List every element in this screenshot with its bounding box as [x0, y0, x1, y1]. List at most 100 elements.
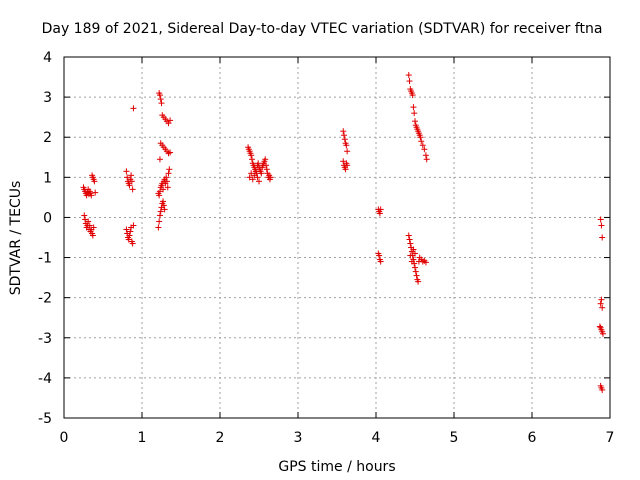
- data-point: [599, 234, 606, 241]
- data-point: [422, 152, 429, 159]
- data-point: [407, 252, 414, 259]
- data-point: [82, 216, 89, 223]
- data-point: [254, 174, 261, 181]
- data-point: [406, 236, 413, 243]
- data-point: [342, 166, 349, 173]
- data-point: [376, 252, 383, 259]
- data-point: [412, 118, 418, 125]
- chart-title: Day 189 of 2021, Sidereal Day-to-day VTE…: [42, 21, 603, 37]
- data-point: [251, 172, 258, 179]
- data-point: [156, 188, 163, 195]
- data-point: [598, 296, 605, 303]
- axis-ticks: 0 1 2 3 4 5 6 7 -5 -4 -3 -2 -1 0 1 2 3 4: [38, 50, 614, 446]
- data-point: [92, 189, 99, 196]
- data-point: [597, 216, 604, 223]
- x-tick-label: 7: [606, 430, 615, 446]
- data-point: [157, 208, 164, 215]
- data-point: [417, 134, 424, 141]
- data-point: [124, 174, 131, 181]
- data-point: [599, 304, 606, 311]
- data-point: [167, 117, 174, 124]
- data-point: [344, 162, 351, 169]
- data-point: [419, 142, 426, 149]
- data-point: [81, 212, 88, 219]
- y-axis-label: SDTVAR / TECUs: [8, 181, 24, 296]
- data-point: [255, 160, 262, 167]
- data-point: [597, 300, 604, 307]
- data-point: [248, 156, 255, 163]
- x-tick-label: 0: [60, 430, 69, 446]
- data-point: [263, 166, 270, 173]
- data-point: [252, 168, 259, 175]
- data-point: [258, 170, 265, 177]
- data-point: [341, 132, 348, 139]
- grid-lines: [64, 57, 610, 418]
- data-point: [166, 166, 173, 173]
- data-point: [418, 138, 425, 145]
- y-tick-label: 1: [43, 170, 52, 186]
- data-point: [89, 232, 96, 239]
- data-point: [130, 222, 137, 229]
- data-point: [249, 176, 256, 183]
- data-point: [128, 178, 135, 185]
- data-point: [598, 222, 605, 229]
- y-tick-label: 3: [43, 90, 52, 106]
- data-point: [156, 192, 163, 199]
- data-point: [161, 206, 168, 213]
- data-point: [412, 268, 419, 275]
- data-point: [248, 152, 255, 159]
- data-point: [267, 174, 274, 181]
- data-point: [596, 323, 603, 330]
- data-point: [163, 178, 170, 185]
- data-point: [263, 162, 270, 169]
- data-point: [412, 264, 418, 271]
- data-point: [128, 172, 135, 179]
- data-point: [88, 192, 95, 199]
- data-point: [129, 240, 136, 247]
- data-point: [340, 128, 347, 135]
- data-point: [262, 156, 269, 163]
- data-point: [123, 226, 130, 233]
- data-point: [407, 240, 414, 247]
- x-tick-label: 1: [138, 430, 147, 446]
- y-tick-label: -1: [38, 251, 52, 267]
- data-point: [421, 146, 428, 153]
- data-point: [160, 198, 167, 205]
- y-tick-label: 4: [43, 50, 52, 66]
- x-tick-label: 4: [372, 430, 381, 446]
- data-point: [125, 236, 132, 243]
- data-point: [156, 212, 163, 219]
- y-tick-label: -2: [38, 291, 52, 307]
- y-tick-label: -5: [38, 411, 52, 427]
- data-point: [599, 330, 606, 337]
- data-point: [85, 218, 92, 225]
- x-tick-label: 3: [294, 430, 303, 446]
- data-point: [164, 184, 171, 191]
- x-axis-label: GPS time / hours: [278, 459, 395, 475]
- data-point: [157, 96, 164, 103]
- data-point: [129, 186, 136, 193]
- data-point: [167, 149, 174, 156]
- data-point: [156, 92, 163, 99]
- data-point: [158, 100, 165, 107]
- data-point: [90, 224, 97, 231]
- data-point: [126, 182, 133, 189]
- data-point: [408, 258, 415, 265]
- data-point: [377, 206, 384, 213]
- data-point: [163, 174, 170, 181]
- data-point: [127, 228, 134, 235]
- data-point: [340, 158, 347, 165]
- data-point: [411, 110, 418, 117]
- data-point: [246, 174, 253, 181]
- y-tick-label: -3: [38, 331, 52, 347]
- x-tick-label: 6: [528, 430, 537, 446]
- data-point: [256, 178, 262, 185]
- data-point: [165, 170, 172, 177]
- data-point: [91, 178, 98, 185]
- data-point: [412, 250, 418, 257]
- data-point: [410, 104, 417, 111]
- data-point: [406, 78, 413, 85]
- data-point: [410, 246, 417, 253]
- x-tick-label: 2: [216, 430, 225, 446]
